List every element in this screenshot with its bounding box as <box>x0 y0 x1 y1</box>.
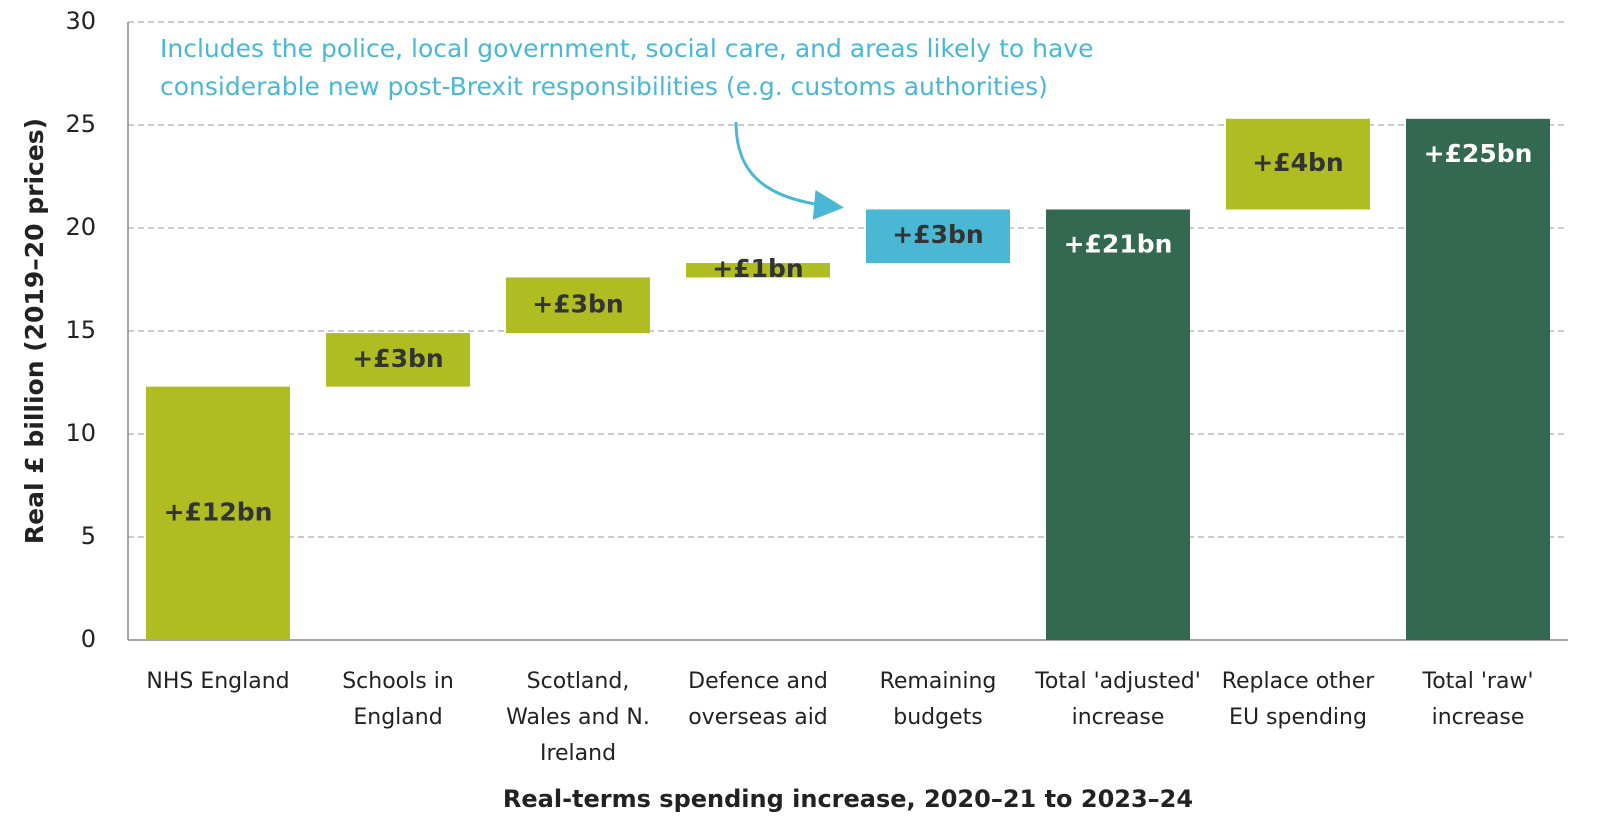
y-tick-label: 10 <box>65 419 96 447</box>
y-tick-label: 25 <box>65 110 96 138</box>
data-label: +£3bn <box>892 220 983 249</box>
x-tick-label: Schools in England <box>342 669 454 730</box>
annotation: considerable new post-Brexit responsibil… <box>160 72 1048 101</box>
bar <box>1226 118 1370 210</box>
x-tick-label: Total 'raw' increase <box>1422 669 1534 730</box>
x-tick-label: Total 'adjusted' increase <box>1035 669 1201 730</box>
y-tick-label: 20 <box>65 213 96 241</box>
x-tick-label: Replace other EU spending <box>1221 669 1375 730</box>
data-label: +£12bn <box>164 497 273 526</box>
data-label: +£4bn <box>1252 148 1343 177</box>
x-tick-label: Remaining budgets <box>879 669 997 730</box>
bar <box>326 333 470 387</box>
x-axis-title: Real-terms spending increase, 2020–21 to… <box>503 785 1193 813</box>
bar <box>686 263 830 278</box>
bar <box>1406 118 1550 640</box>
y-tick-label: 0 <box>81 625 96 653</box>
x-tick-label: NHS England <box>146 669 290 694</box>
data-label: +£3bn <box>532 289 623 318</box>
data-label: +£25bn <box>1424 139 1533 168</box>
data-label: +£3bn <box>352 344 443 373</box>
x-tick-label: Defence and overseas aid <box>688 669 828 730</box>
y-tick-label: 15 <box>65 316 96 344</box>
y-tick-label: 30 <box>65 7 96 35</box>
data-label: +£1bn <box>712 254 803 283</box>
data-label: +£21bn <box>1064 229 1173 258</box>
y-axis-title: Real £ billion (2019–20 prices) <box>20 118 49 544</box>
x-tick-label: Scotland, Wales and N. Ireland <box>506 669 650 766</box>
annotation-arrow <box>734 121 844 220</box>
bar <box>866 209 1010 264</box>
bar <box>1046 209 1190 640</box>
bar <box>506 277 650 334</box>
y-tick-label: 5 <box>81 522 96 550</box>
bar <box>146 386 290 640</box>
annotation: Includes the police, local government, s… <box>160 34 1093 63</box>
